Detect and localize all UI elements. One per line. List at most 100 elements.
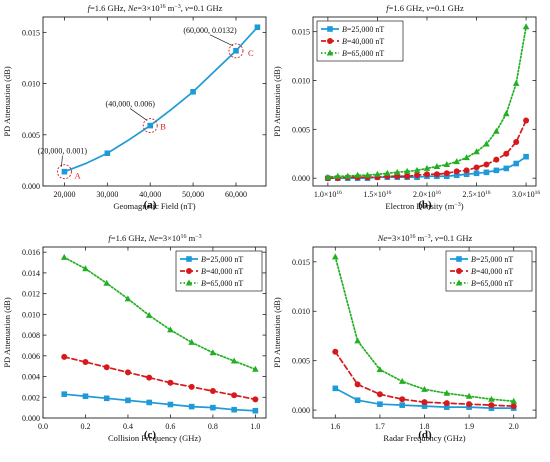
title-part: Ne — [377, 233, 388, 243]
x-axis-label-part: ) — [461, 201, 464, 211]
legend-label-value: =65,000 nT — [476, 279, 514, 288]
x-tick-label: 0.6 — [165, 422, 175, 431]
legend-label-value: =40,000 nT — [347, 37, 385, 46]
y-tick-label: 0.010 — [22, 80, 40, 89]
data-point — [188, 338, 195, 345]
title-part: 16 — [410, 234, 416, 240]
x-tick-label: 20,000 — [53, 190, 75, 199]
data-point — [61, 391, 68, 397]
legend-label-value: =40,000 nT — [206, 267, 244, 276]
title-part: =0.1 GHz — [439, 233, 473, 243]
legend-label-value: =65,000 nT — [347, 49, 385, 58]
series-line — [63, 393, 257, 412]
title-part: , — [181, 3, 185, 13]
panel-a-title: f=1.6 GHz, Ne=3×1016 m−3, ν=0.1 GHz — [88, 3, 223, 13]
series-b-65-000-nt — [60, 253, 259, 372]
data-point — [324, 173, 332, 180]
data-point — [473, 164, 480, 171]
data-point — [414, 172, 421, 179]
data-point — [231, 392, 238, 399]
legend-label-value: =40,000 nT — [476, 267, 514, 276]
panel-a: f=1.6 GHz, Ne=3×1016 m−3, ν=0.1 GHz 20,00… — [2, 3, 267, 211]
title-part: ν — [435, 233, 439, 243]
data-point — [465, 392, 473, 399]
data-point — [513, 160, 519, 167]
legend-marker — [455, 279, 463, 286]
x-axis-label: Electron Density (m−3) — [385, 201, 463, 211]
data-point — [421, 403, 428, 409]
data-point — [103, 395, 110, 402]
legend-label-symbol: B — [342, 37, 347, 46]
y-axis-label: PD Attenuation (dB) — [272, 297, 282, 368]
data-point — [103, 364, 110, 371]
data-point — [332, 253, 339, 260]
legend-item: B=65,000 nT — [321, 49, 384, 58]
data-point — [61, 168, 68, 175]
data-point — [61, 353, 68, 360]
data-point — [374, 170, 381, 177]
data-point — [443, 389, 451, 396]
title-part: , — [431, 233, 435, 243]
legend-label: B=25,000 nT — [201, 255, 243, 264]
y-tick-label: 0.016 — [22, 248, 40, 257]
data-point — [188, 403, 195, 410]
series-line — [63, 356, 257, 401]
panel-d: Ne=3×1016 m−3, ν=0.1 GHz 1.6 1.7 1.8 1.9 2.0 0… — [272, 233, 537, 443]
legend-item: B=65,000 nT — [450, 279, 513, 288]
series-line — [63, 256, 257, 371]
x-axis-label: Collision Frequency (GHz) — [108, 433, 201, 443]
y-tick-label: 0.000 — [292, 406, 310, 415]
legend-label: B=25,000 nT — [471, 255, 513, 264]
data-point — [354, 397, 361, 404]
data-point — [124, 369, 131, 376]
y-tick-label: 0.002 — [22, 393, 40, 402]
legend-marker — [185, 279, 193, 286]
panel-caption: (c) — [144, 429, 157, 441]
panel-c-title: f=1.6 GHz, Ne=3×1016 m−3 — [108, 233, 201, 243]
annotation-circle — [142, 118, 158, 134]
legend-label-symbol: B — [201, 279, 206, 288]
data-point — [443, 170, 450, 177]
data-point — [147, 122, 154, 129]
panel-caption: (b) — [418, 199, 432, 211]
legend-label: B=40,000 nT — [201, 267, 243, 276]
annotation-leader — [61, 155, 63, 167]
data-point — [523, 117, 530, 124]
title-part: m — [416, 233, 425, 243]
series-main — [61, 24, 261, 175]
title-part: =1.6 GHz, — [389, 3, 427, 13]
x-tick-label: 3.0×1016 — [512, 190, 540, 199]
legend-item: B=40,000 nT — [180, 267, 243, 276]
legend-marker — [456, 256, 462, 262]
panel-caption: (d) — [418, 429, 432, 441]
y-tick-label: 0.010 — [292, 307, 310, 316]
legend-marker — [186, 268, 192, 274]
data-point — [254, 24, 261, 31]
legend-marker — [327, 38, 333, 44]
plot-frame — [312, 16, 537, 187]
data-point — [466, 401, 473, 408]
legend-label-symbol: B — [471, 279, 476, 288]
x-tick-label: 1.5×1016 — [363, 190, 391, 199]
y-tick-label: 0.005 — [292, 125, 310, 134]
data-point — [231, 406, 237, 413]
title-part: f — [386, 3, 390, 13]
y-tick-label: 0.005 — [22, 131, 40, 140]
x-tick-label: 2.0 — [509, 422, 519, 431]
data-point — [523, 153, 529, 160]
title-part: f — [108, 233, 112, 243]
y-tick-label: 0.012 — [22, 290, 40, 299]
legend-label: B=40,000 nT — [342, 37, 384, 46]
x-axis-label: Geomagnetic Field (nT) — [113, 201, 195, 211]
data-point — [146, 399, 152, 406]
title-part: f — [88, 3, 92, 13]
data-point — [334, 172, 342, 179]
data-point — [473, 170, 480, 177]
panel-c: f=1.6 GHz, Ne=3×1016 m−3 0.0 0.2 0.4 0.6 0.8 1… — [2, 233, 267, 443]
title-part: =1.6 GHz, — [111, 233, 149, 243]
x-tick-label: 0.4 — [123, 422, 133, 431]
title-part: ν — [185, 3, 189, 13]
data-point — [423, 164, 431, 171]
legend-label-symbol: B — [471, 255, 476, 264]
